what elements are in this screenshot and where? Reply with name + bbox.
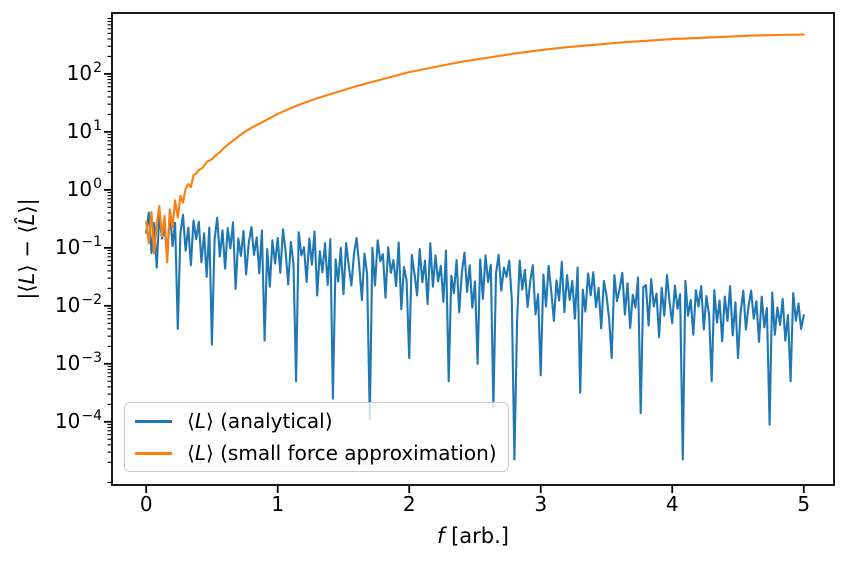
axis-ticks xyxy=(104,18,805,493)
series-small-force-line xyxy=(145,33,805,264)
legend-entry-small-force: ⟨L⟩ (small force approximation) xyxy=(135,441,497,465)
legend-label-small-force: ⟨L⟩ (small force approximation) xyxy=(187,441,497,465)
series-analytical-line xyxy=(145,208,805,461)
y-axis-label-v2: L̂ xyxy=(15,213,39,226)
legend: ⟨L⟩ (analytical) ⟨L⟩ (small force approx… xyxy=(124,402,509,472)
y-tick-label: 10−3 xyxy=(54,349,102,375)
legend-label-small-force-pre: ⟨ xyxy=(187,441,195,465)
legend-label-analytical-var: L xyxy=(194,409,206,433)
x-tick-label: 2 xyxy=(402,492,416,516)
y-tick-label: 102 xyxy=(66,59,102,85)
y-axis-label-v1: L xyxy=(15,272,39,285)
x-tick-label: 3 xyxy=(534,492,548,516)
legend-label-small-force-var: L xyxy=(194,441,206,465)
y-tick-label: 10−4 xyxy=(54,407,102,433)
legend-label-analytical-pre: ⟨ xyxy=(187,409,195,433)
legend-label-small-force-post: ⟩ (small force approximation) xyxy=(205,441,497,465)
y-tick-label: 100 xyxy=(66,175,102,201)
series-lines xyxy=(145,33,805,461)
x-tick-label: 1 xyxy=(271,492,285,516)
legend-label-analytical-post: ⟩ (analytical) xyxy=(205,409,333,433)
legend-label-analytical: ⟨L⟩ (analytical) xyxy=(187,409,333,433)
legend-entry-analytical: ⟨L⟩ (analytical) xyxy=(135,409,497,433)
y-tick-label: 101 xyxy=(66,117,102,143)
x-axis-label-unit: [arb.] xyxy=(444,524,509,548)
y-tick-label: 10−2 xyxy=(54,291,102,317)
x-tick-label: 5 xyxy=(797,492,811,516)
x-tick-label: 4 xyxy=(665,492,679,516)
x-axis-label: f [arb.] xyxy=(353,524,593,548)
x-tick-label: 0 xyxy=(139,492,153,516)
legend-line-analytical-icon xyxy=(135,419,172,423)
legend-line-small-force-icon xyxy=(135,451,172,455)
x-axis-label-var: f xyxy=(437,524,445,548)
y-tick-label: 10−1 xyxy=(54,233,102,259)
plot-frame xyxy=(111,12,835,486)
